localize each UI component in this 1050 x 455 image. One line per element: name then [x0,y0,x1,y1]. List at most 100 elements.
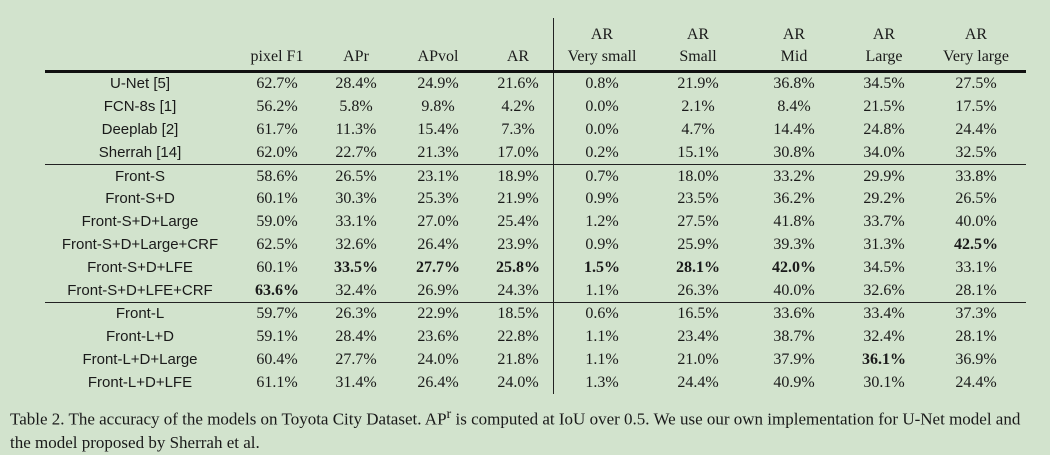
table-row: Front-S+D+Large+CRF 62.5% 32.6% 26.4% 23.9% 0… [45,233,1026,257]
table-cell: 23.1% [393,164,483,188]
table-cell: 26.5% [955,190,997,208]
table-cell: 28.1% [955,281,997,299]
table-cell: 33.7% [863,213,905,231]
table-cell: 26.3% [319,301,393,326]
table-cell: 23.6% [417,328,459,346]
table-row: Front-L+D+LFE 61.1% 31.4% 26.4% 24.0% 1.3% 24.… [45,371,1026,395]
model-name: Front-L+D+Large [82,350,198,368]
caption-text-continued: is computed at IoU over 0.5. We use our … [10,409,1021,452]
table-cell: 25.8% [496,258,540,276]
table-cell: 26.4% [417,373,459,391]
model-name: Front-L+D [106,328,174,346]
table-cell: 29.2% [863,190,905,208]
model-name: Front-S+D+LFE+CRF [67,281,213,299]
caption-superscript: r [446,406,452,422]
column-header-line1 [49,46,231,68]
table-cell: 36.9% [955,350,997,368]
column-header-3: APvol [393,18,483,72]
table-cell: 17.5% [955,98,997,116]
model-name: Front-S+D+LFE [87,258,193,276]
table-cell: 38.7% [773,328,815,346]
table-cell: 33.5% [334,258,378,276]
table-cell: 32.4% [335,281,377,299]
column-header-line1 [323,24,389,46]
table-cell: 1.1% [553,348,650,372]
table-cell: 33.1% [335,213,377,231]
table-cell: 0.8% [553,71,650,96]
column-header-7: AR Mid [746,18,842,72]
table-cell: 60.1% [256,258,298,276]
table-cell: 59.1% [256,328,298,346]
model-name: Deeplab [2] [101,120,179,138]
table-cell: 61.7% [256,120,298,138]
table-cell: 8.4% [777,98,811,116]
table-cell: 28.4% [335,328,377,346]
model-name: Front-S+D+Large [81,213,199,231]
table-row: Deeplab [2] 61.7% 11.3% 15.4% 7.3% 0.0% 4.7% 14… [45,118,1026,142]
table-cell: 27.5% [677,213,719,231]
table-cell: 33.2% [746,164,842,188]
table-cell: 33.4% [842,301,926,326]
results-table: pixel F1 APr APvol AR AR Very small AR Small… [45,18,1026,395]
table-cell: 5.8% [339,98,373,116]
row-group: U-Net [5] 62.7% 28.4% 24.9% 21.6% 0.8% 21.9% 36… [45,71,1026,165]
table-cell: 32.5% [955,143,997,161]
table-row: Front-L+D 59.1% 28.4% 23.6% 22.8% 1.1% 23.4% 38… [45,325,1026,349]
table-cell: 21.5% [863,98,905,116]
table-row: FCN-8s [1] 56.2% 5.8% 9.8% 4.2% 0.0% 2.1% 8.4% 2… [45,95,1026,119]
column-header-6: AR Small [650,18,746,72]
table-cell: 11.3% [335,120,377,138]
table-cell: 1.1% [553,279,650,303]
table-cell: 1.2% [553,210,650,234]
table-cell: 27.0% [417,213,459,231]
table-cell: 18.9% [483,164,554,188]
table-cell: 24.0% [497,373,539,391]
model-name: Front-L [45,301,235,326]
table-cell: 27.7% [335,350,377,368]
table-cell: 28.4% [335,75,377,93]
table-cell: 32.6% [335,235,377,253]
row-group: Front-S 58.6% 26.5% 23.1% 18.9% 0.7% 18.0% 33.2… [45,164,1026,303]
column-header-2: APr [319,18,393,72]
table-row: Sherrah [14] 62.0% 22.7% 21.3% 17.0% 0.2% 15.1… [45,141,1026,165]
column-header-0 [45,18,235,72]
table-cell: 40.0% [955,213,997,231]
table-cell: 17.0% [497,143,539,161]
table-cell: 23.4% [677,328,719,346]
column-header-line1: AR [964,26,988,43]
table-cell: 21.8% [497,350,539,368]
table-cell: 24.4% [955,373,997,391]
table-cell: 21.6% [497,75,539,93]
table-cell: 7.3% [501,120,535,138]
table-cell: 61.1% [256,373,298,391]
table-cell: 34.5% [863,258,905,276]
table-cell: 36.8% [773,75,815,93]
table-cell: 33.8% [926,164,1026,188]
table-cell: 26.3% [677,281,719,299]
table-cell: 24.3% [497,281,539,299]
column-header-line2: Large [865,48,903,65]
table-cell: 24.4% [677,373,719,391]
table-cell: 25.3% [417,190,459,208]
table-cell: 0.0% [553,95,650,119]
table-cell: 62.5% [256,235,298,253]
column-header-4: AR [483,18,554,72]
column-header-line2: APr [343,48,369,65]
table-row: U-Net [5] 62.7% 28.4% 24.9% 21.6% 0.8% 21.9% 36… [45,71,1026,96]
table-cell: 37.9% [773,350,815,368]
column-header-line1: AR [590,26,614,43]
column-header-8: AR Large [842,18,926,72]
table-cell: 21.3% [417,143,459,161]
table-cell: 15.4% [417,120,459,138]
table-cell: 34.5% [863,75,905,93]
table-cell: 26.5% [319,164,393,188]
table-cell: 21.9% [677,75,719,93]
model-name: Front-L+D+LFE [87,373,193,391]
table-cell: 18.5% [483,301,554,326]
table-row: Front-S+D+Large 59.0% 33.1% 27.0% 25.4% 1.2% 2… [45,210,1026,234]
column-header-1: pixel F1 [235,18,319,72]
column-header-line1: AR [782,26,806,43]
table-cell: 41.8% [773,213,815,231]
table-cell: 42.5% [954,235,998,253]
table-cell: 24.8% [863,120,905,138]
